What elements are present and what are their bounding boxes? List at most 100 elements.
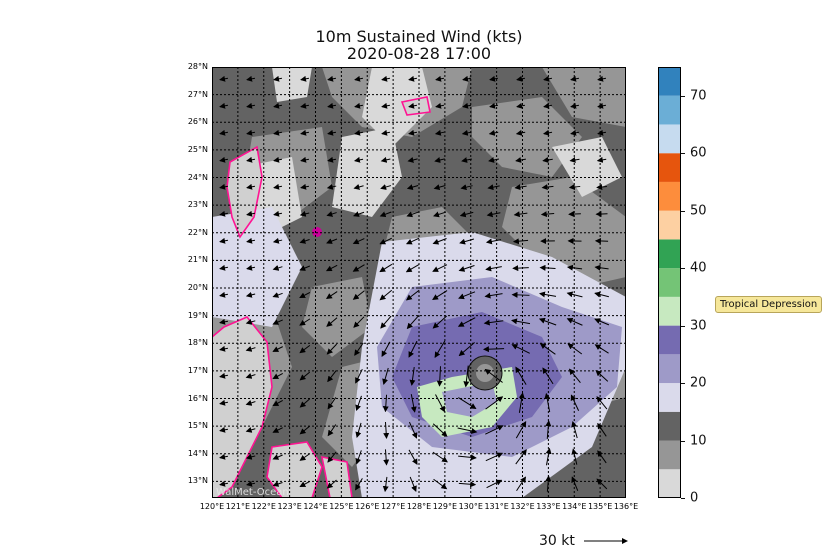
wind-vector xyxy=(512,238,529,245)
wind-vector xyxy=(432,238,447,245)
wind-vector xyxy=(354,102,364,109)
wind-vector xyxy=(353,211,365,217)
wind-vector xyxy=(299,210,310,217)
wind-vector xyxy=(435,394,445,413)
wind-vector xyxy=(354,129,364,136)
colorbar-tick-label: 0 xyxy=(690,490,699,506)
wind-vector xyxy=(379,211,392,218)
wind-vector xyxy=(246,237,256,244)
wind-vector xyxy=(299,480,310,488)
lon-label: 122°E xyxy=(251,502,276,511)
wind-vector xyxy=(433,478,448,490)
wind-vector xyxy=(380,184,392,190)
wind-vector xyxy=(246,156,256,163)
wind-vector xyxy=(571,448,578,465)
wind-vector xyxy=(381,102,391,109)
lat-label: 18°N xyxy=(187,338,208,348)
wind-vector xyxy=(516,476,527,492)
wind-vector xyxy=(518,392,525,413)
lat-label: 14°N xyxy=(187,448,208,458)
wind-vector xyxy=(354,342,364,356)
wind-vector xyxy=(482,346,505,353)
colorbar-tick-label: 50 xyxy=(690,203,707,219)
wind-vector xyxy=(273,210,283,217)
wind-vector xyxy=(542,367,554,385)
wind-vector xyxy=(596,396,608,410)
wind-vector xyxy=(597,422,607,437)
wind-vector xyxy=(245,346,256,352)
wind-vector xyxy=(460,184,473,191)
wind-vector xyxy=(566,317,583,326)
wind-vector xyxy=(327,156,337,163)
wind-vector xyxy=(488,157,500,163)
wind-map xyxy=(212,67,626,498)
colorbar-tick-label: 40 xyxy=(690,260,707,276)
colorbar-tick-mark xyxy=(681,153,685,155)
lon-label: 129°E xyxy=(432,502,458,511)
wind-vector xyxy=(595,211,608,218)
wind-vector xyxy=(568,211,581,218)
wind-vector xyxy=(515,449,527,465)
colorbar-tick-mark xyxy=(681,210,685,212)
lat-label: 19°N xyxy=(187,310,208,320)
wind-vector xyxy=(352,290,365,300)
wind-vector xyxy=(273,75,283,82)
wind-vector xyxy=(326,211,337,217)
wind-key-arrow xyxy=(584,538,628,544)
colorbar-band xyxy=(658,124,681,154)
wind-vector xyxy=(432,451,448,463)
wind-vector xyxy=(432,264,448,272)
wind-vector xyxy=(542,129,553,136)
lon-label: 133°E xyxy=(536,502,561,511)
wind-vector xyxy=(299,453,310,461)
wind-vector xyxy=(538,317,557,326)
colorbar-band xyxy=(658,181,681,211)
wind-vector xyxy=(353,316,365,328)
wind-vector xyxy=(569,156,580,163)
wind-vector xyxy=(597,450,607,464)
wind-vector xyxy=(299,318,311,326)
wind-key-label: 30 kt xyxy=(539,533,575,549)
wind-vector xyxy=(219,345,229,352)
lat-label: 23°N xyxy=(187,200,208,210)
wind-vector xyxy=(408,102,418,109)
wind-vector xyxy=(459,211,474,218)
lat-lon-grid xyxy=(212,67,626,498)
wind-vector xyxy=(539,343,556,355)
wind-vector xyxy=(489,75,499,82)
wind-vector xyxy=(382,394,389,413)
lon-label: 120°E xyxy=(199,502,225,511)
colorbar-tick-mark xyxy=(681,268,685,270)
wind-vector xyxy=(299,398,310,408)
colorbar-band xyxy=(658,239,681,269)
wind-vector xyxy=(595,370,609,382)
wind-vector xyxy=(511,291,530,298)
wind-vector xyxy=(436,366,443,387)
wind-vector xyxy=(245,291,256,298)
wind-vector xyxy=(272,400,283,407)
wind-vector xyxy=(597,129,607,136)
wind-vector xyxy=(272,292,283,298)
colorbar-band xyxy=(658,469,681,498)
colorbar-tick-mark xyxy=(681,95,685,97)
wind-vector xyxy=(300,129,310,136)
wind-vector xyxy=(432,315,447,329)
wind-vector xyxy=(458,342,475,357)
wind-vector xyxy=(512,265,529,272)
wind-vector xyxy=(484,292,503,299)
wind-vector xyxy=(568,368,581,383)
wind-vector xyxy=(273,183,283,190)
wind-vector xyxy=(571,421,578,439)
wind-vector xyxy=(545,420,552,439)
colorbar-tick-mark xyxy=(681,383,685,385)
wind-vector xyxy=(379,289,393,301)
colorbar-tick-mark xyxy=(681,498,685,499)
wind-vector xyxy=(432,423,448,437)
wind-vector xyxy=(594,344,609,354)
wind-vector xyxy=(219,237,229,244)
wind-vector xyxy=(246,75,256,82)
wind-vector xyxy=(272,373,283,380)
wind-vector xyxy=(353,156,364,163)
wind-vector xyxy=(383,449,390,466)
wind-vector xyxy=(245,373,256,379)
